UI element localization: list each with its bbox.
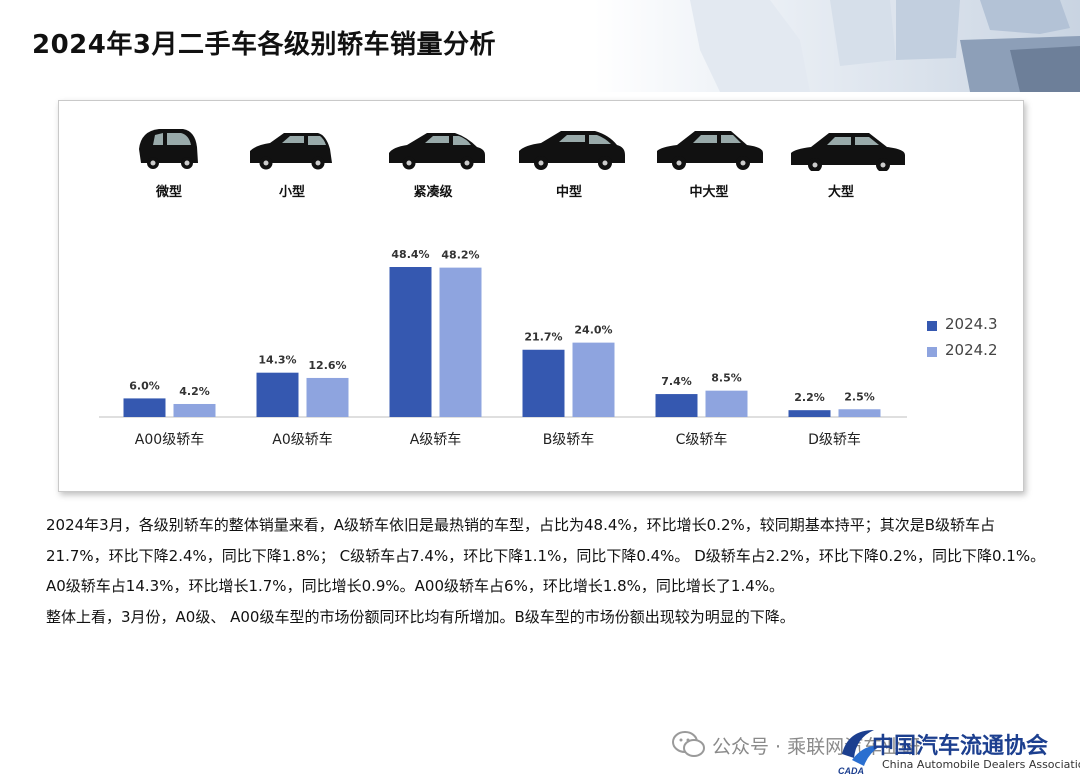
- car-label-compact: 紧凑级: [413, 185, 453, 200]
- bar-2024.2-4: [705, 390, 748, 417]
- car-item-small: 小型: [222, 121, 362, 211]
- car-label-large: 大型: [827, 185, 854, 200]
- watermark-org-en: China Automobile Dealers Association: [882, 758, 1080, 771]
- legend-label-2024-2: 2024.2: [945, 341, 998, 359]
- data-label-2024.2-3: 24.0%: [574, 324, 612, 337]
- x-tick-label-2: A级轿车: [410, 431, 462, 448]
- x-tick-label-5: D级轿车: [808, 431, 861, 448]
- x-tick-label-0: A00级轿车: [135, 431, 204, 448]
- car-silhouette-row: 微型 小型 紧凑级: [59, 101, 1023, 211]
- watermark: 公众号 · 乘联网汽车业研 CADA 中国汽车流通协会 China Automo…: [668, 724, 1080, 783]
- bar-2024.2-1: [306, 377, 349, 417]
- x-tick-label-4: C级轿车: [676, 431, 728, 448]
- midlarge-car-icon: [657, 131, 763, 170]
- data-label-2024.3-2: 48.4%: [391, 248, 429, 261]
- legend-swatch-2024-3: [927, 321, 937, 331]
- car-label-micro: 微型: [155, 185, 182, 200]
- chart-panel: 微型 小型 紧凑级: [58, 100, 1024, 492]
- car-label-mid: 中型: [555, 185, 582, 200]
- cada-logo-icon: CADA: [838, 730, 880, 776]
- small-car-icon: [250, 133, 332, 170]
- car-label-midlarge: 中大型: [689, 185, 729, 200]
- x-tick-label-1: A0级轿车: [272, 431, 332, 448]
- analysis-paragraph-1: 2024年3月，各级别轿车的整体销量来看，A级轿车依旧是最热销的车型，占比为48…: [46, 516, 1046, 595]
- car-item-large: 大型: [771, 121, 911, 211]
- car-item-midlarge: 中大型: [639, 121, 779, 211]
- data-label-2024.2-0: 4.2%: [179, 385, 210, 398]
- bar-chart: 6.0% 4.2% A00级轿车 14.3% 12.6% A0级轿车 48.4% 48.2% A…: [99, 248, 907, 448]
- car-item-micro: 微型: [99, 121, 239, 211]
- header-cube-art: [690, 0, 1080, 92]
- data-label-2024.2-5: 2.5%: [844, 390, 875, 403]
- compact-car-icon: [389, 133, 485, 170]
- bar-2024.2-5: [838, 409, 881, 417]
- analysis-paragraph-2: 整体上看，3月份，A0级、 A00级车型的市场份额同环比均有所增加。B级车型的市…: [46, 607, 795, 626]
- car-item-mid: 中型: [499, 121, 639, 211]
- data-label-2024.3-4: 7.4%: [661, 375, 692, 388]
- data-label-2024.2-4: 8.5%: [711, 372, 742, 385]
- bar-2024.3-4: [655, 394, 698, 417]
- micro-car-icon: [139, 129, 198, 169]
- bar-2024.3-3: [522, 349, 565, 417]
- legend-swatch-2024-2: [927, 347, 937, 357]
- data-label-2024.3-3: 21.7%: [524, 331, 562, 344]
- bar-2024.3-1: [256, 372, 299, 417]
- legend-label-2024-3: 2024.3: [945, 315, 998, 333]
- data-label-2024.3-1: 14.3%: [258, 354, 296, 367]
- bar-2024.2-0: [173, 403, 216, 417]
- cada-logo-text: CADA: [838, 766, 864, 776]
- watermark-org-cn: 中国汽车流通协会: [872, 733, 1049, 759]
- data-label-2024.2-2: 48.2%: [441, 249, 479, 262]
- large-car-icon: [791, 133, 905, 171]
- data-label-2024.3-0: 6.0%: [129, 379, 160, 392]
- bar-2024.3-5: [788, 410, 831, 417]
- car-item-compact: 紧凑级: [363, 121, 503, 211]
- analysis-text: 2024年3月，各级别轿车的整体销量来看，A级轿车依旧是最热销的车型，占比为48…: [46, 510, 1046, 632]
- bar-2024.3-2: [389, 267, 432, 417]
- header-banner: 2024年3月二手车各级别轿车销量分析: [0, 0, 1080, 92]
- car-label-small: 小型: [278, 185, 305, 200]
- x-tick-label-3: B级轿车: [543, 431, 595, 448]
- data-label-2024.3-5: 2.2%: [794, 391, 825, 404]
- mid-car-icon: [519, 131, 625, 170]
- page-title: 2024年3月二手车各级别轿车销量分析: [32, 30, 496, 60]
- data-label-2024.2-1: 12.6%: [308, 359, 346, 372]
- bar-2024.2-2: [439, 267, 482, 417]
- bar-2024.3-0: [123, 398, 166, 417]
- bar-2024.2-3: [572, 342, 615, 417]
- wechat-icon: [672, 731, 705, 757]
